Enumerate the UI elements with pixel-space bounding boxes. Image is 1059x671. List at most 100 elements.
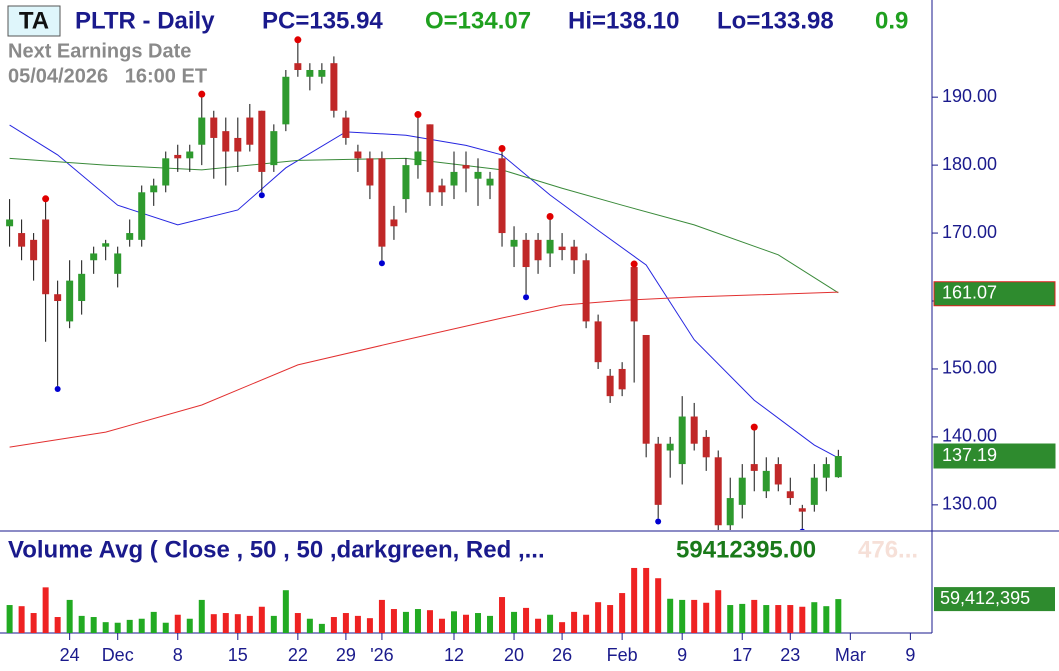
pivot-low (378, 260, 385, 267)
volume-bar (126, 619, 133, 633)
price-tag-label: 137.19 (942, 445, 997, 465)
candle-body (486, 178, 494, 186)
y-tick-label: 180.00 (942, 154, 997, 174)
candle-body (258, 110, 266, 172)
volume-bar (763, 605, 770, 633)
volume-bar (306, 618, 313, 633)
candle-body (498, 158, 506, 234)
candle-body (462, 165, 470, 169)
volume-bar (414, 609, 421, 633)
stat: Lo=133.98 (717, 7, 834, 34)
volume-bar (511, 611, 518, 633)
volume-bar (811, 602, 818, 633)
volume-tag-label: 59,412,395 (940, 588, 1030, 608)
candle-body (546, 239, 554, 254)
candle-body (510, 239, 518, 247)
earnings-label: Next Earnings Date (8, 40, 191, 62)
price-tag (933, 281, 1056, 307)
candle-body (690, 416, 698, 444)
candle-body (522, 239, 530, 268)
candle-body (198, 117, 206, 145)
volume-bar (354, 615, 361, 633)
volume-bar (799, 606, 806, 633)
badge-box (7, 5, 61, 37)
pivot-high (630, 260, 638, 268)
candle-body (630, 267, 638, 322)
volume-bar (246, 615, 253, 633)
volume-bar (6, 605, 13, 633)
candle-body (618, 368, 626, 390)
volume-bar (475, 613, 482, 633)
volume-bar (775, 605, 782, 633)
candle-body (102, 243, 110, 247)
x-tick-label: 29 (336, 645, 356, 665)
candle-body (150, 185, 158, 193)
volume-bar (499, 597, 506, 633)
y-tick-label: 150.00 (942, 358, 997, 378)
volume-bar (691, 599, 698, 633)
candle-body (18, 233, 26, 247)
volume-bar (547, 614, 554, 633)
stat: O=134.07 (425, 7, 531, 34)
candle-body (294, 63, 302, 70)
candle-body (354, 151, 362, 159)
volume-bar (78, 615, 85, 633)
pivot-low (523, 294, 530, 301)
volume-bar (210, 614, 217, 633)
pivot-low (54, 385, 61, 392)
stat: Hi=138.10 (568, 7, 679, 34)
volume-bar (426, 610, 433, 633)
candle-body (390, 219, 398, 227)
x-tick-label: 17 (732, 645, 752, 665)
candle-body (654, 443, 662, 505)
volume-bar (571, 611, 578, 633)
volume-bar (378, 599, 385, 633)
pivot-low (258, 192, 265, 199)
candle-body (282, 76, 290, 125)
volume-bar (679, 599, 686, 633)
pivot-high (546, 212, 554, 220)
volume-bar (54, 617, 61, 633)
candle-body (414, 151, 422, 166)
volume-bar (727, 605, 734, 633)
candle-body (42, 219, 50, 295)
volume-bar (198, 599, 205, 633)
candle-body (534, 239, 542, 261)
volume-bar (138, 618, 145, 633)
volume-bar (487, 615, 494, 633)
volume-bar (390, 609, 397, 633)
volume-bar (318, 623, 325, 633)
volume-bar (739, 603, 746, 633)
candle-body (126, 233, 134, 240)
pivot-low (799, 528, 805, 530)
volume-bar (787, 605, 794, 633)
plot-area (6, 36, 842, 530)
candle-body (606, 375, 614, 397)
volume-avg: 476... (858, 536, 918, 563)
volume-bar (667, 598, 674, 633)
volume-bar (619, 593, 626, 633)
volume-bar (174, 614, 181, 633)
volume-bar (559, 622, 566, 633)
volume-bar (162, 622, 169, 633)
candle-body (558, 246, 566, 251)
candle-body (186, 151, 194, 159)
x-tick-label: 9 (905, 645, 915, 665)
volume-bar (90, 617, 97, 633)
stat: 0.9 (875, 7, 908, 34)
candle-body (318, 69, 326, 77)
candle-body (738, 477, 746, 505)
volume-bar (450, 611, 457, 633)
candle-body (174, 154, 182, 159)
candle-body (210, 117, 218, 138)
title: PLTR - Daily (75, 7, 215, 34)
volume-bar (114, 622, 121, 633)
pivot-high (198, 90, 206, 98)
candle-body (582, 260, 590, 322)
candle-body (222, 131, 230, 152)
earnings-date: 05/04/2026 16:00 ET (8, 65, 207, 87)
x-tick-label: Feb (607, 645, 638, 665)
candle-body (78, 273, 86, 302)
candle-body (798, 508, 806, 512)
pivot-high (414, 111, 422, 119)
